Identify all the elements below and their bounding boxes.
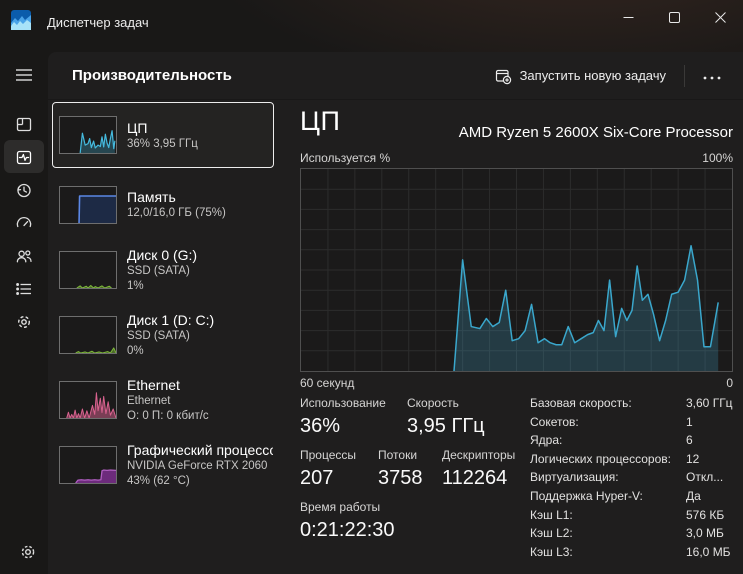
header-actions: Запустить новую задачу xyxy=(486,61,743,91)
sidebar-item-performance[interactable] xyxy=(4,140,44,173)
spec-l2-cache: Кэш L2: 3,0 МБ xyxy=(530,526,724,541)
spec-hyperv: Поддержка Hyper-V: Да xyxy=(530,488,701,503)
device-item-cpu[interactable]: ЦП 36% 3,95 ГГц xyxy=(52,102,274,168)
spec-l1-cache: Кэш L1: 576 КБ xyxy=(530,507,725,522)
cpu-specs-list: Базовая скорость: 3,60 ГГц Сокетов: 1 Ядра… xyxy=(530,396,736,563)
task-manager-app-icon xyxy=(11,10,31,30)
device-item-memory[interactable]: Память 12,0/16,0 ГБ (75%) xyxy=(52,173,274,236)
device-item-disk1[interactable]: Диск 1 (D: C:) SSD (SATA) 0% xyxy=(52,303,274,366)
services-gear-icon xyxy=(17,315,31,328)
device-stats: 12,0/16,0 ГБ (75%) xyxy=(127,207,226,219)
device-type: SSD (SATA) xyxy=(127,329,190,342)
device-title: Ethernet xyxy=(127,376,180,393)
panel-title: ЦП xyxy=(300,106,341,136)
close-button[interactable] xyxy=(697,0,743,34)
ellipsis-icon xyxy=(703,76,721,80)
spec-cores: Ядра: 6 xyxy=(530,433,693,448)
device-stats: 1% xyxy=(127,279,144,292)
new-task-icon xyxy=(495,69,511,84)
stat-speed: Скорость 3,95 ГГц xyxy=(407,396,485,437)
sidebar-item-settings[interactable] xyxy=(8,535,48,568)
performance-icon xyxy=(16,150,32,164)
processes-icon xyxy=(16,117,32,131)
stat-threads: Потоки 3758 xyxy=(378,448,423,489)
chart-label-usage: Используется % xyxy=(300,151,391,165)
sidebar-item-users[interactable] xyxy=(4,239,44,272)
minimize-button[interactable] xyxy=(605,0,651,34)
sidebar-item-app-history[interactable] xyxy=(4,173,44,206)
sidebar-item-startup-apps[interactable] xyxy=(4,206,44,239)
window-controls xyxy=(605,0,743,34)
header-divider xyxy=(684,64,685,87)
spec-logical-processors: Логических процессоров: 12 xyxy=(530,451,700,466)
cpu-usage-chart-svg xyxy=(301,169,732,371)
device-stats: О: 0 П: 0 кбит/с xyxy=(127,409,209,422)
memory-mini-chart xyxy=(59,185,117,224)
performance-device-list: ЦП 36% 3,95 ГГц Память 12,0/16,0 ГБ (75%… xyxy=(52,102,276,498)
device-type: SSD (SATA) xyxy=(127,264,190,277)
device-stats: 36% 3,95 ГГц xyxy=(127,137,198,150)
cpu-detail-panel: ЦП AMD Ryzen 5 2600X Six-Core Processor … xyxy=(48,52,743,574)
device-item-ethernet[interactable]: Ethernet Ethernet О: 0 П: 0 кбит/с xyxy=(52,368,274,431)
gpu-mini-chart xyxy=(59,445,117,484)
app-title: Диспетчер задач xyxy=(47,15,149,30)
run-new-task-button[interactable]: Запустить новую задачу xyxy=(486,61,674,91)
device-item-disk0[interactable]: Диск 0 (G:) SSD (SATA) 1% xyxy=(52,238,274,301)
device-title: ЦП xyxy=(127,119,148,136)
chart-label-60s: 60 секунд xyxy=(300,376,355,390)
device-type: Ethernet xyxy=(127,394,171,407)
content-card: Производительность Запустить новую задач… xyxy=(48,52,743,574)
page-title: Производительность xyxy=(72,67,232,84)
close-icon xyxy=(714,11,726,23)
processor-name: AMD Ryzen 5 2600X Six-Core Processor xyxy=(458,124,733,141)
sidebar-item-details[interactable] xyxy=(4,272,44,305)
stat-processes: Процессы 207 xyxy=(300,448,357,489)
device-title: Память xyxy=(127,189,176,205)
spec-base-speed: Базовая скорость: 3,60 ГГц xyxy=(530,396,733,410)
device-title: Диск 1 (D: C:) xyxy=(127,311,215,328)
speedometer-icon xyxy=(16,216,32,227)
details-list-icon xyxy=(16,282,31,295)
spec-virtualization: Виртуализация: Откл... xyxy=(530,470,724,485)
device-stats: 43% (62 °C) xyxy=(127,474,190,487)
spec-l3-cache: Кэш L3: 16,0 МБ xyxy=(530,544,731,559)
device-stats: 0% xyxy=(127,344,144,357)
stat-handles: Дескрипторы 112264 xyxy=(442,448,516,489)
run-new-task-label: Запустить новую задачу xyxy=(519,68,666,83)
stat-uptime: Время работы 0:21:22:30 xyxy=(300,500,395,541)
device-title: Диск 0 (G:) xyxy=(127,246,198,263)
hamburger-icon xyxy=(16,69,32,81)
device-title: Графический процессор 0 xyxy=(127,441,273,458)
stat-usage: Использование 36% xyxy=(300,396,386,437)
minimize-icon xyxy=(623,16,633,18)
menu-button[interactable] xyxy=(4,57,44,93)
cpu-usage-chart xyxy=(300,168,733,372)
more-options-button[interactable] xyxy=(695,62,729,89)
chart-label-100: 100% xyxy=(702,151,733,165)
maximize-icon xyxy=(668,11,680,23)
titlebar: Диспетчер задач xyxy=(0,0,743,45)
settings-gear-icon xyxy=(21,545,35,558)
device-item-gpu[interactable]: Графический процессор 0 NVIDIA GeForce R… xyxy=(52,433,274,496)
users-icon xyxy=(16,249,32,262)
spec-sockets: Сокетов: 1 xyxy=(530,414,693,429)
card-header: Производительность Запустить новую задач… xyxy=(48,52,743,100)
disk0-mini-chart xyxy=(59,250,117,289)
sidebar-item-processes[interactable] xyxy=(4,107,44,140)
ethernet-mini-chart xyxy=(59,380,117,419)
chart-label-0: 0 xyxy=(726,376,733,390)
sidebar-item-services[interactable] xyxy=(4,305,44,338)
device-type: NVIDIA GeForce RTX 2060 xyxy=(127,459,268,472)
maximize-button[interactable] xyxy=(651,0,697,34)
disk1-mini-chart xyxy=(59,315,117,354)
cpu-mini-chart xyxy=(59,116,117,154)
sidebar xyxy=(0,45,48,574)
clock-history-icon xyxy=(17,183,31,197)
